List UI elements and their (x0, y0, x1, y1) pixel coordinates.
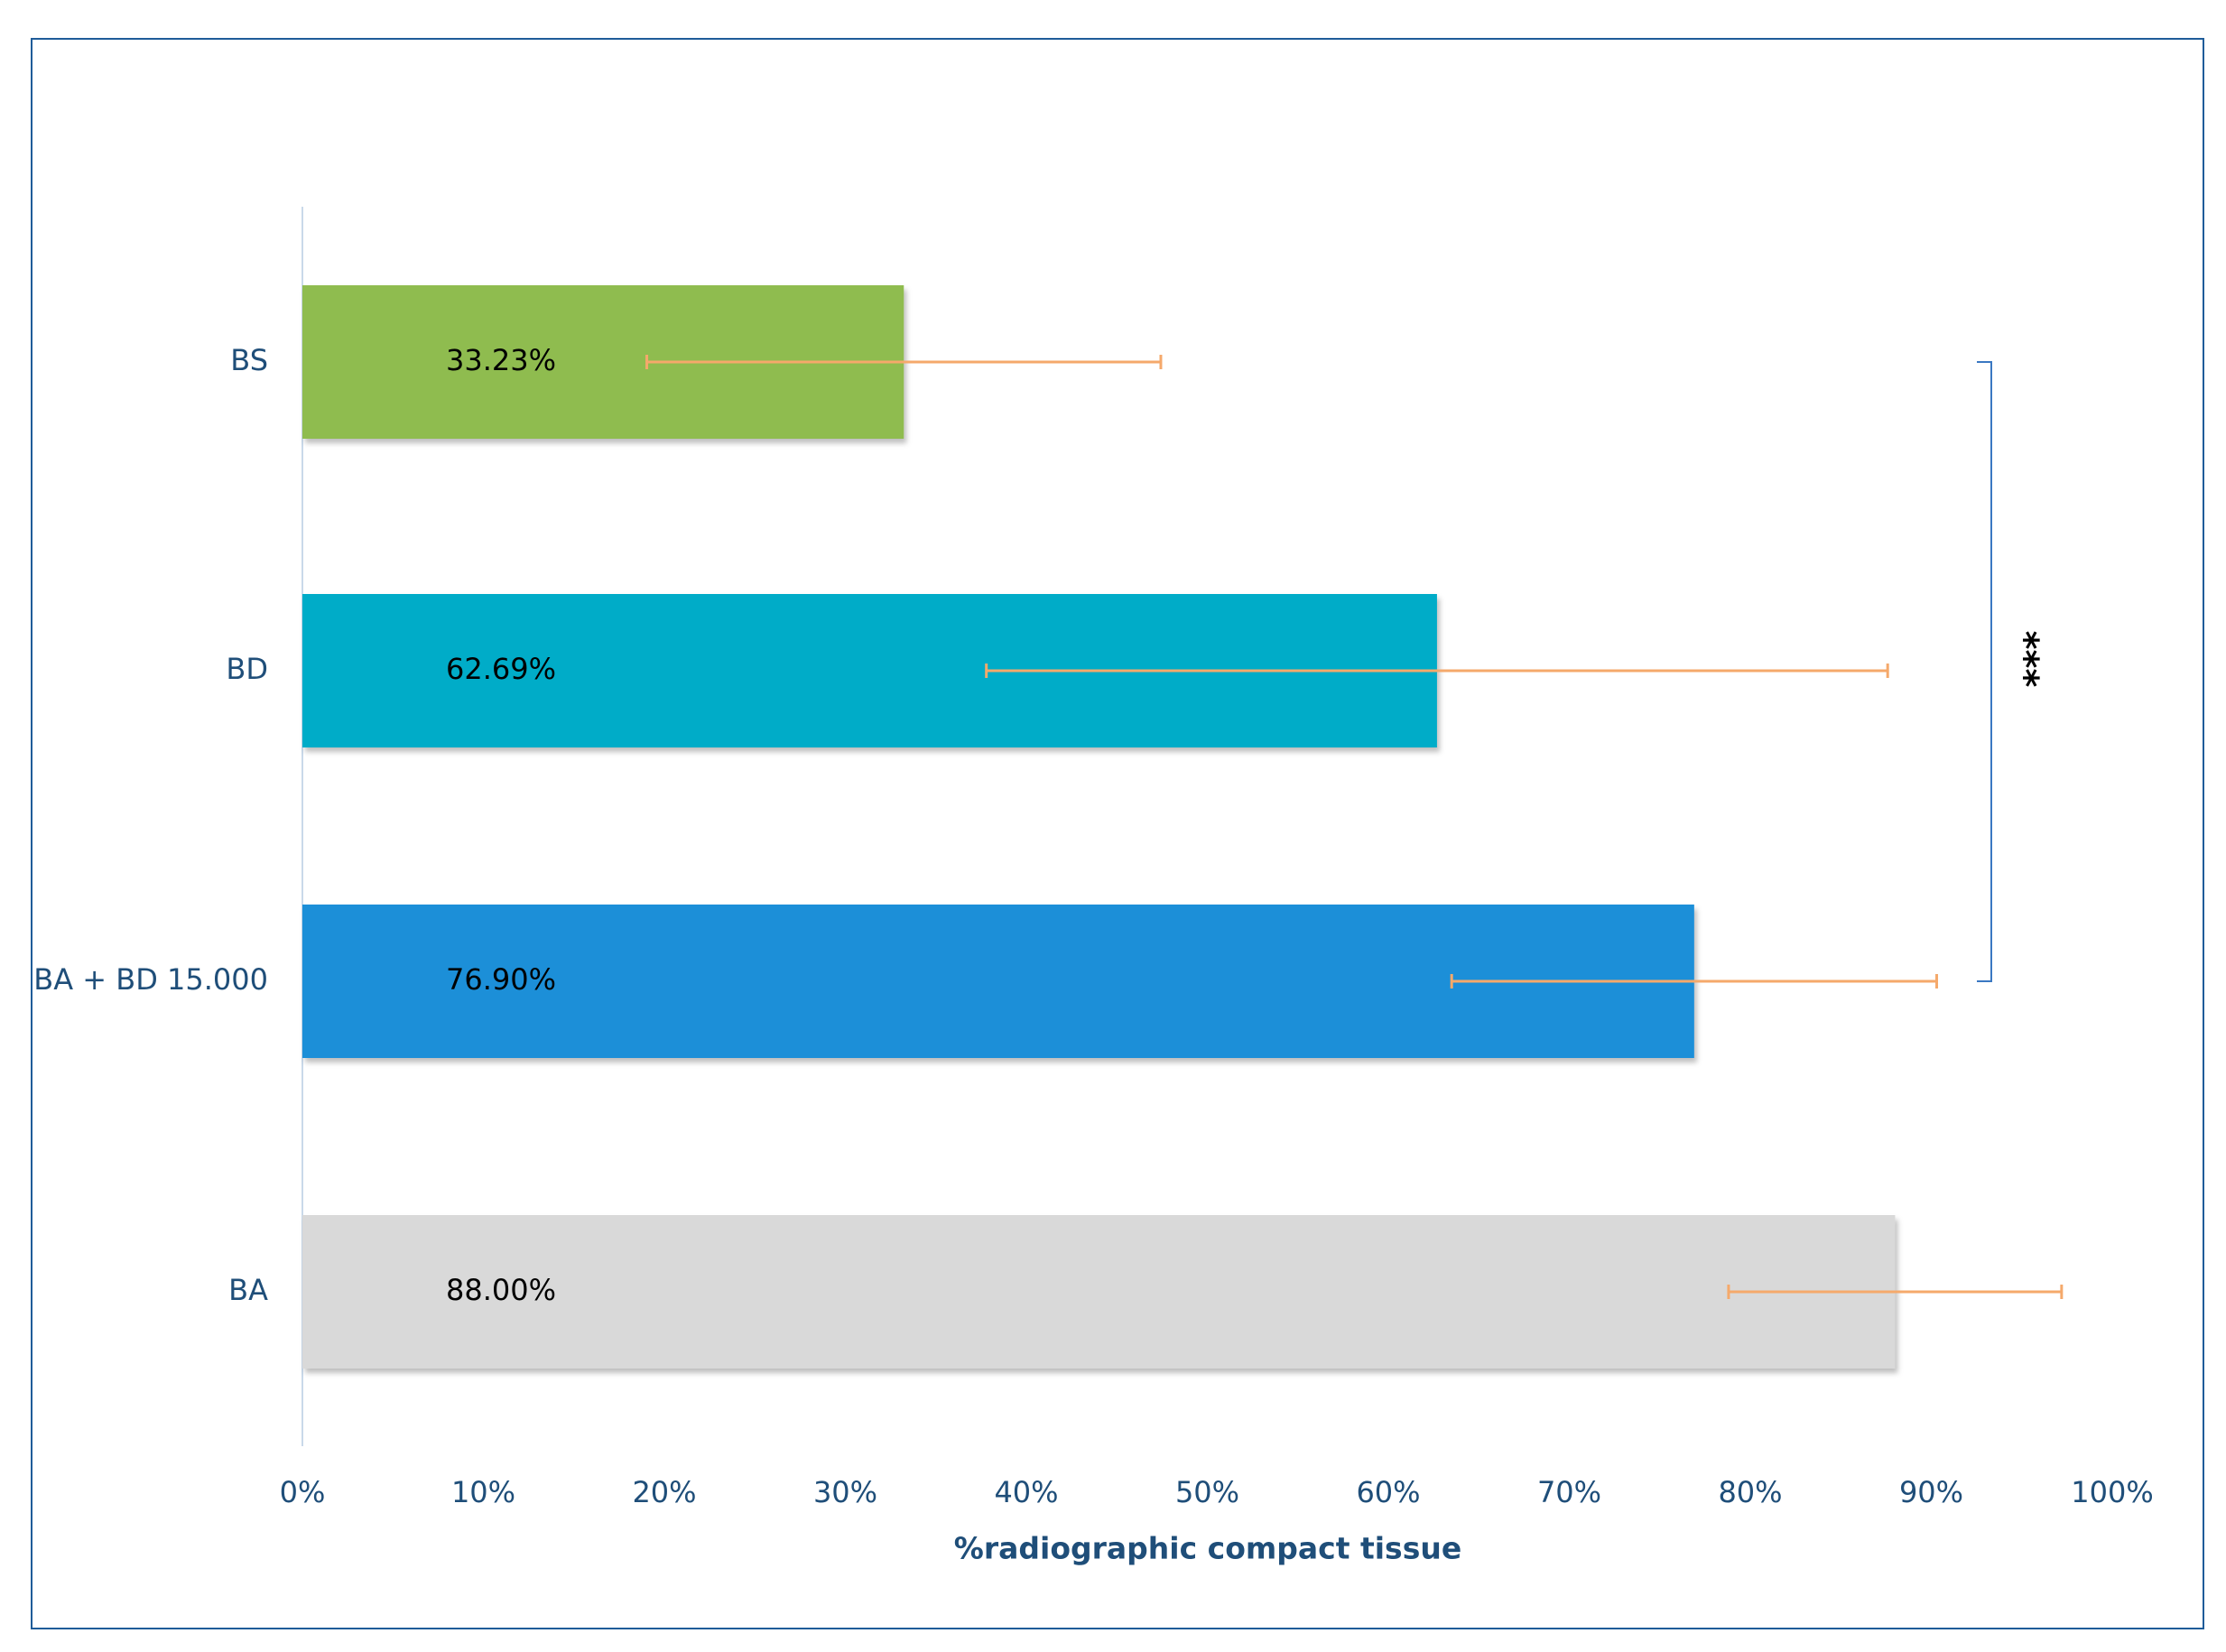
x-tick-label: 90% (1899, 1475, 1963, 1509)
x-tick-label: 100% (2071, 1475, 2153, 1509)
x-axis-title: %radiographic compact tissue (954, 1531, 1461, 1566)
y-tick-label: BA (228, 1273, 268, 1307)
x-tick-label: 50% (1175, 1475, 1239, 1509)
error-bar (985, 664, 1889, 678)
x-tick-label: 40% (994, 1475, 1058, 1509)
x-tick-label: 80% (1718, 1475, 1782, 1509)
value-label: 76.90% (446, 962, 556, 997)
value-label: 88.00% (446, 1273, 556, 1307)
frame (31, 38, 2204, 1629)
significance-bracket (1977, 361, 1992, 982)
error-bar (1727, 1285, 2064, 1299)
bar (302, 1215, 1896, 1369)
value-label: 62.69% (446, 652, 556, 686)
x-tick-label: 10% (451, 1475, 515, 1509)
x-tick-label: 0% (280, 1475, 326, 1509)
x-tick-label: 30% (813, 1475, 877, 1509)
x-tick-label: 60% (1356, 1475, 1420, 1509)
annotation: *** (2004, 631, 2045, 688)
y-tick-label: BS (230, 343, 268, 377)
y-tick-label: BA + BD 15.000 (33, 962, 268, 997)
x-tick-label: 70% (1537, 1475, 1601, 1509)
x-tick-label: 20% (632, 1475, 696, 1509)
error-bar (645, 355, 1163, 369)
error-bar (1450, 974, 1939, 988)
value-label: 33.23% (446, 343, 556, 377)
y-tick-label: BD (226, 652, 268, 686)
